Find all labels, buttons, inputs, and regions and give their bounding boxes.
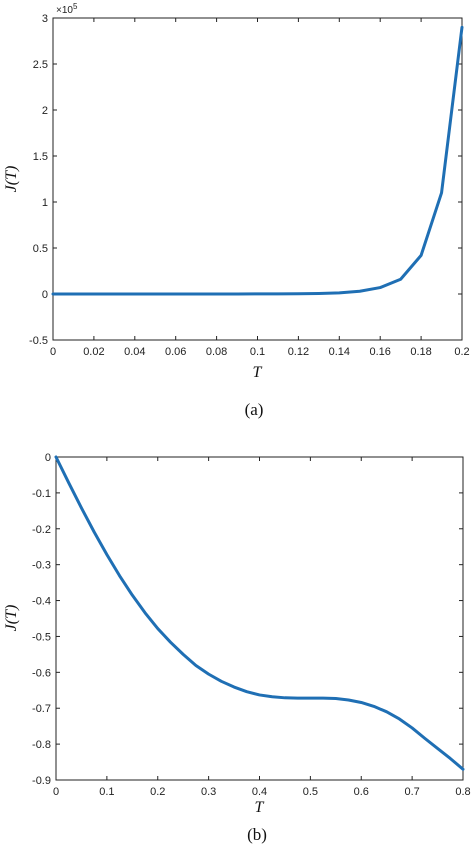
x-tick-label: 0.6 <box>354 786 369 798</box>
series-line-a <box>51 25 464 296</box>
x-tick-label: 0.06 <box>165 346 186 358</box>
x-axis-label-b: T <box>255 799 265 816</box>
x-axis-label-a: T <box>253 364 263 381</box>
x-tick-label: 0.18 <box>410 346 431 358</box>
x-tick-label: 0.8 <box>455 786 470 798</box>
x-tick-label: 0.7 <box>404 786 419 798</box>
y-tick-label: 1 <box>42 197 48 209</box>
y-tick-label: 0 <box>45 452 51 464</box>
y-tick-label: -0.5 <box>32 631 51 643</box>
y-tick-label: -0.3 <box>32 560 51 572</box>
y-ticks-b: -0.9 -0.8 -0.7 -0.6 -0.5 -0.4 -0.3 -0.2 -0.1 0 <box>32 452 463 787</box>
x-ticks-b: 0 0.1 0.2 0.3 0.4 0.5 0.6 0.7 0.8 <box>53 457 471 798</box>
series-line-b <box>54 455 465 771</box>
y-axis-label-b: J(T) <box>3 605 20 632</box>
y-tick-label: 0.5 <box>33 243 48 255</box>
plot-area-b <box>55 456 464 781</box>
y-tick-label: 2.5 <box>33 59 48 71</box>
x-tick-label: 0.16 <box>369 346 390 358</box>
x-tick-label: 0.2 <box>150 786 165 798</box>
x-tick-label: 0.3 <box>201 786 216 798</box>
chart-panel-b: 0 0.1 0.2 0.3 0.4 0.5 0.6 0.7 0.8 -0.9-0.8-0.7-0… <box>3 452 471 844</box>
y-tick-label: -0.4 <box>32 596 51 608</box>
y-tick-label: -0.5 <box>29 335 48 347</box>
plot-area-a <box>52 17 463 341</box>
x-ticks-a: 0 0.02 0.04 0.06 0.08 0.1 0.12 0.14 0.16 0.18 0.2 <box>50 18 470 358</box>
x-tick-label: 0.5 <box>303 786 318 798</box>
x-tick-label: 0.4 <box>252 786 267 798</box>
x-tick-label: 0.14 <box>329 346 350 358</box>
y-tick-label: 0 <box>42 289 48 301</box>
caption-a: (a) <box>245 400 264 419</box>
x-tick-label: 0 <box>53 786 59 798</box>
y-tick-label: -0.1 <box>32 488 51 500</box>
y-tick-label: 3 <box>42 13 48 25</box>
caption-b: (b) <box>247 825 267 844</box>
chart-panel-a: 0 0.02 0.04 0.06 0.08 0.1 0.12 0.14 0.16 0.18 0.2 … <box>3 2 470 419</box>
y-tick-label: -0.8 <box>32 739 51 751</box>
y-tick-label: 2 <box>42 105 48 117</box>
x-tick-label: 0.12 <box>288 346 309 358</box>
x-tick-label: 0.2 <box>454 346 469 358</box>
x-tick-label: 0 <box>50 346 56 358</box>
x-tick-label: 0.1 <box>99 786 114 798</box>
y-multiplier-a: ×105 <box>56 2 78 16</box>
y-tick-label: -0.6 <box>32 667 51 679</box>
y-tick-label: -0.7 <box>32 703 51 715</box>
y-axis-label-a: J(T) <box>3 166 20 193</box>
y-tick-label: -0.9 <box>32 775 51 787</box>
y-tick-label: 1.5 <box>33 151 48 163</box>
x-tick-label: 0.1 <box>250 346 265 358</box>
x-tick-label: 0.02 <box>83 346 104 358</box>
y-tick-label: -0.2 <box>32 524 51 536</box>
y-ticks-a: -0.5 0 0.5 1 1.5 2 2.5 3 <box>29 13 462 347</box>
x-tick-label: 0.04 <box>124 346 145 358</box>
x-tick-label: 0.08 <box>206 346 227 358</box>
